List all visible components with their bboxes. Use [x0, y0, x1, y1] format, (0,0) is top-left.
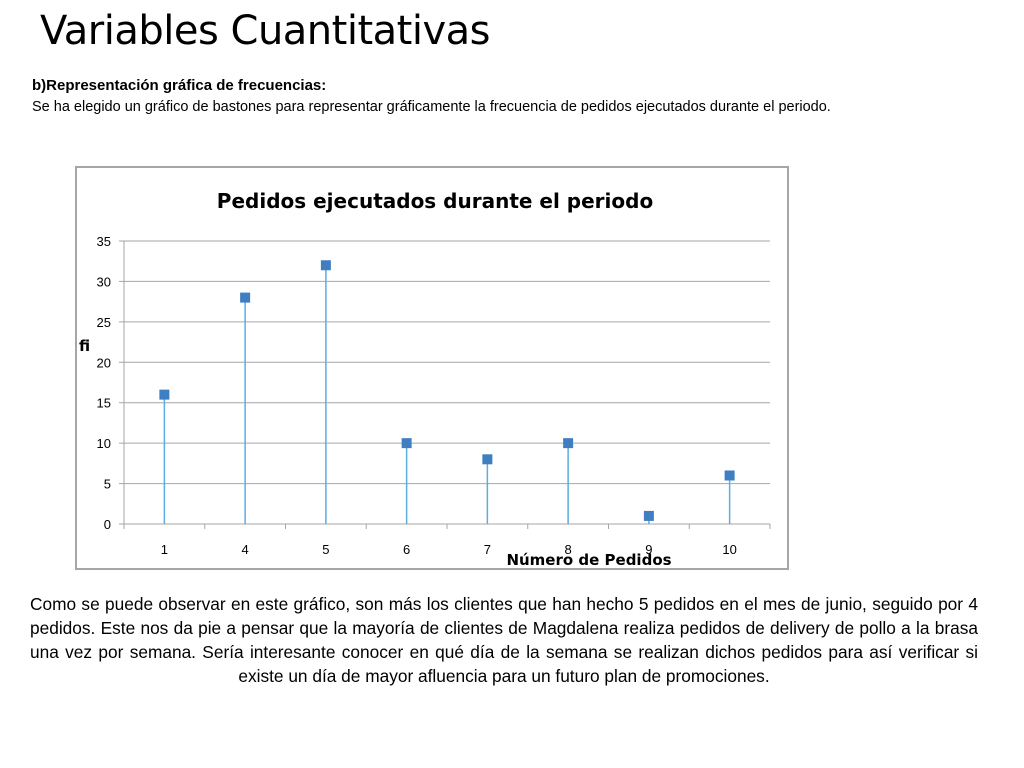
y-tick-label: 0 — [104, 517, 111, 532]
data-point — [240, 292, 251, 303]
section-subtitle: b)Representación gráfica de frecuencias: — [32, 77, 327, 94]
y-axis-title: fi — [79, 337, 90, 355]
y-tick-label: 5 — [104, 477, 111, 492]
x-tick-label: 4 — [242, 542, 249, 557]
data-point — [482, 454, 493, 465]
x-tick-label: 9 — [645, 542, 652, 557]
data-point — [159, 389, 170, 400]
intro-text: Se ha elegido un gráfico de bastones par… — [32, 99, 831, 115]
y-tick-label: 30 — [97, 274, 111, 289]
x-tick-label: 6 — [403, 542, 410, 557]
data-point — [724, 470, 735, 481]
data-point — [643, 510, 654, 521]
x-tick-label: 8 — [565, 542, 572, 557]
x-axis-title: Número de Pedidos — [506, 551, 671, 568]
y-tick-label: 10 — [97, 436, 111, 451]
y-tick-label: 15 — [97, 396, 111, 411]
conclusion-paragraph: Como se puede observar en este gráfico, … — [30, 594, 978, 686]
stem-chart: 0 5 10 15 20 25 30 35 1 4 5 6 7 8 9 10 Pedidos ejecutado… — [75, 166, 789, 570]
data-point — [563, 438, 574, 449]
chart-canvas: 0 5 10 15 20 25 30 35 1 4 5 6 7 8 9 10 Pedidos ejecutado… — [79, 189, 771, 568]
chart-title: Pedidos ejecutados durante el periodo — [217, 189, 653, 213]
y-tick-label: 35 — [97, 234, 111, 249]
x-tick-label: 5 — [322, 542, 329, 557]
x-tick-label: 7 — [484, 542, 491, 557]
data-point — [320, 260, 331, 271]
x-tick-label: 10 — [722, 542, 736, 557]
slide-title: Variables Cuantitativas — [40, 8, 490, 54]
y-tick-label: 20 — [97, 355, 111, 370]
x-tick-label: 1 — [161, 542, 168, 557]
data-point — [401, 438, 412, 449]
y-tick-label: 25 — [97, 315, 111, 330]
